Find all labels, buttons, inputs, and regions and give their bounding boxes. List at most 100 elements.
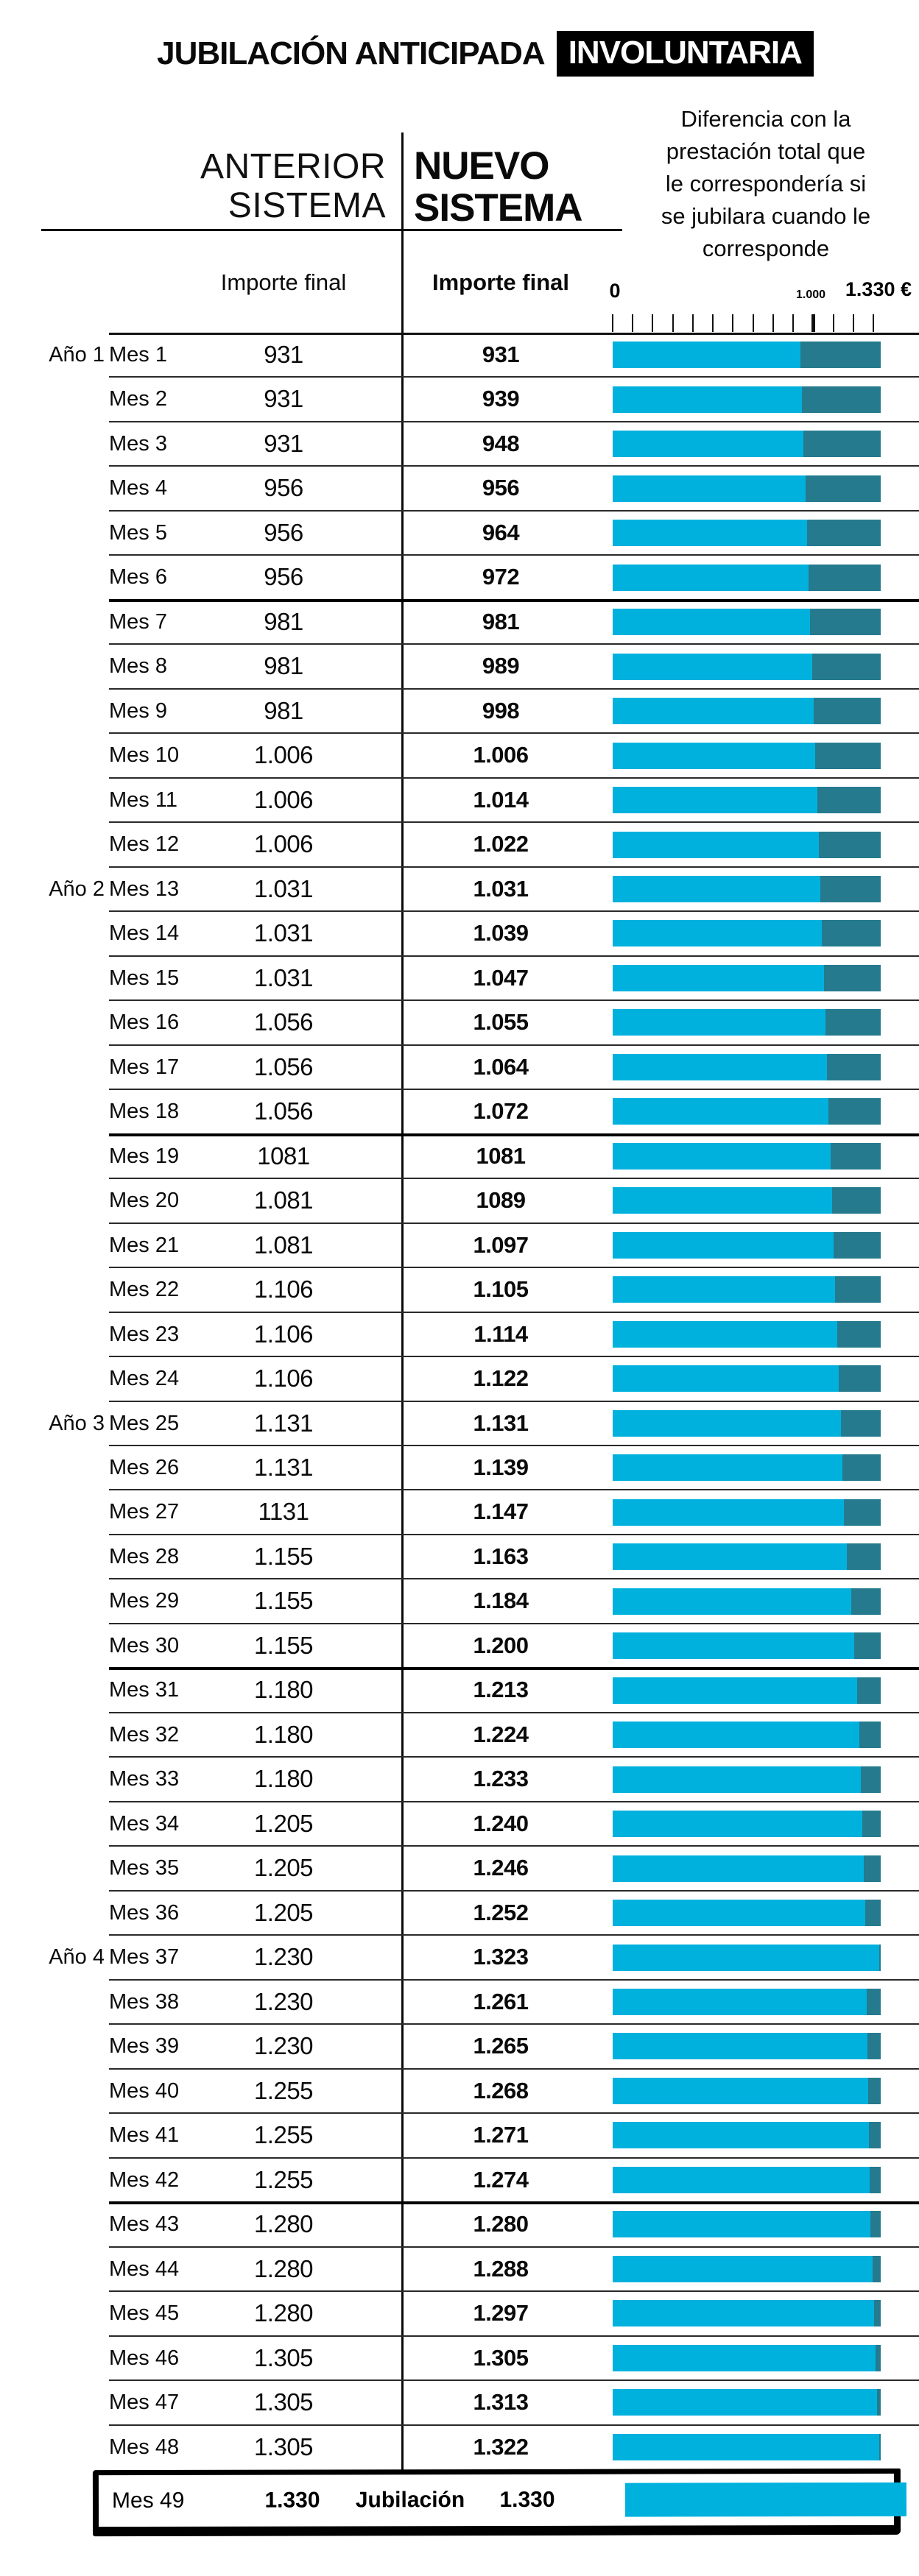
table-row: Mes 20 1.081 1089 [0,1178,919,1222]
nuevo-value: 1.139 [473,1454,529,1480]
mes-label: Mes 16 [109,1011,180,1035]
anterior-value: 956 [264,563,303,591]
nuevo-value: 1.022 [473,831,529,857]
nuevo-header-line2: SISTEMA [414,186,583,230]
nuevo-value: 1.265 [473,2033,529,2059]
title-text: JUBILACIÓN ANTICIPADA [157,35,546,71]
mes-label: Mes 6 [109,565,167,590]
table-row: Mes 35 1.205 1.246 [0,1846,919,1890]
row-separator-line [109,1934,919,1936]
bar-importe-nuevo-sistema [613,2166,870,2193]
bar-diferencia-prestacion-total [868,2077,881,2104]
mes-label: Mes 47 [109,2391,180,2415]
row-separator-line [109,1889,919,1892]
column-header-anterior-sistema: ANTERIOR SISTEMA [88,147,386,225]
bar-importe-nuevo-sistema [613,475,806,502]
anterior-value: 1.106 [253,1275,314,1303]
table-row: Mes 6 956 972 [0,555,919,599]
nuevo-value: 1.297 [473,2300,529,2326]
mes-label: Mes 3 [109,431,167,456]
bar-importe-nuevo-sistema [613,1766,861,1793]
nuevo-value: 964 [482,519,520,545]
anterior-value: 1.255 [253,2076,314,2104]
table-row: Mes 8 981 989 [0,644,919,688]
row-separator-line [109,1711,919,1713]
axis-tick [852,314,854,332]
bar-diferencia-prestacion-total [806,475,881,502]
bar-importe-nuevo-sistema [613,1142,831,1170]
row-separator-line [109,420,919,422]
mes-label: Mes 21 [109,1233,180,1257]
mes-label: Mes 7 [109,609,167,634]
row-separator-line [109,1267,919,1269]
row-separator-line [109,821,919,824]
axis-tick [632,314,634,332]
row-separator-line [109,2424,919,2426]
bar-importe-nuevo-sistema [613,2433,879,2460]
nuevo-value: 1.122 [473,1365,529,1392]
bar-importe-nuevo-sistema [613,1454,842,1482]
bar-diferencia-prestacion-total [831,1142,881,1170]
table-row: Mes 41 1.255 1.271 [0,2113,919,2157]
anterior-value: 1.131 [253,1454,314,1481]
mes-label: Mes 37 [109,1945,180,1970]
bar-diferencia-prestacion-total [865,1900,881,1927]
bar-diferencia-prestacion-total [867,2033,881,2060]
row-separator-line [109,910,919,913]
final-nuevo-value: 1.330 [499,2487,555,2512]
nuevo-value: 1.055 [473,1009,529,1036]
nuevo-value: 981 [482,608,520,634]
anterior-header-line1: ANTERIOR [200,147,386,186]
bar-diferencia-prestacion-total [851,1588,881,1615]
anterior-value: 956 [264,518,303,546]
row-separator-line [109,1578,919,1580]
bar-importe-nuevo-sistema [613,1409,841,1437]
bar-diferencia-prestacion-total [879,1944,881,1971]
anterior-value: 1.230 [253,2032,314,2060]
table-row: Mes 42 1.255 1.274 [0,2158,919,2202]
bar-diferencia-prestacion-total [820,875,881,902]
row-separator-line [109,1222,919,1224]
row-separator-line [109,1800,919,1802]
axis-tick [832,314,834,332]
table-row: Mes 12 1.006 1.022 [0,822,919,866]
bar-importe-nuevo-sistema [613,1231,834,1259]
mes-label: Mes 31 [109,1678,180,1702]
bar-importe-nuevo-sistema [613,653,812,680]
row-separator-line [109,1311,919,1313]
anterior-value: 1081 [257,1142,310,1170]
final-bar-importe [624,2482,907,2517]
nuevo-value: 1.163 [473,1543,529,1569]
row-separator-line [109,2290,919,2293]
mes-label: Mes 2 [109,387,167,411]
bar-diferencia-prestacion-total [809,564,881,591]
bar-diferencia-prestacion-total [812,653,881,680]
row-separator-line [109,1489,919,1491]
table-row: Mes 10 1.006 1.006 [0,733,919,777]
bar-diferencia-prestacion-total [803,431,881,458]
mes-label: Mes 11 [109,788,177,812]
bar-importe-nuevo-sistema [613,2300,874,2327]
bar-importe-nuevo-sistema [613,875,820,902]
anterior-value: 1.255 [253,2165,314,2193]
year-label: Año 2 [49,877,105,901]
anterior-value: 1.006 [253,785,314,813]
mes-label: Mes 14 [109,921,180,946]
table-row: Mes 48 1.305 1.322 [0,2425,919,2469]
table-row: Mes 43 1.280 1.280 [0,2202,919,2246]
bar-diferencia-prestacion-total [867,1988,881,2015]
mes-label: Mes 46 [109,2346,180,2370]
annotation-line: corresponde [702,236,830,261]
table-row: Mes 26 1.131 1.139 [0,1446,919,1490]
bar-diferencia-prestacion-total [835,1276,881,1303]
table-row: Mes 27 1131 1.147 [0,1490,919,1534]
nuevo-value: 1.072 [473,1098,529,1125]
row-separator-line [109,1667,919,1671]
row-separator-line [109,2112,919,2115]
row-separator-line [109,2156,919,2159]
anterior-value: 981 [264,696,303,724]
nuevo-value: 1.268 [473,2077,529,2103]
bar-importe-nuevo-sistema [613,386,802,413]
anterior-value: 1.106 [253,1320,314,1348]
